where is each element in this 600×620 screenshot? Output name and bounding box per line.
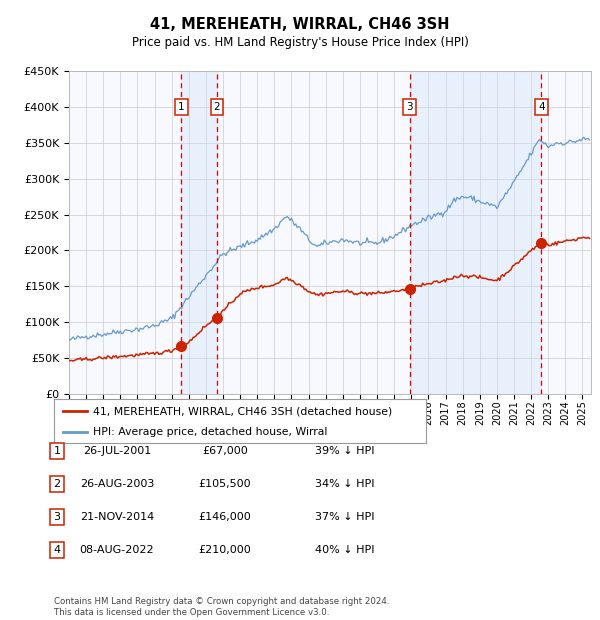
Text: 26-AUG-2003: 26-AUG-2003 [80,479,154,489]
Text: HPI: Average price, detached house, Wirral: HPI: Average price, detached house, Wirr… [93,427,328,437]
Text: £67,000: £67,000 [202,446,248,456]
Text: 4: 4 [538,102,545,112]
Text: 08-AUG-2022: 08-AUG-2022 [80,545,154,555]
Text: 41, MEREHEATH, WIRRAL, CH46 3SH: 41, MEREHEATH, WIRRAL, CH46 3SH [150,17,450,32]
Bar [410,71,541,394]
Text: 3: 3 [53,512,61,522]
Text: Price paid vs. HM Land Registry's House Price Index (HPI): Price paid vs. HM Land Registry's House … [131,36,469,49]
Bar [181,71,217,394]
Text: Contains HM Land Registry data © Crown copyright and database right 2024.: Contains HM Land Registry data © Crown c… [54,597,389,606]
Text: 1: 1 [53,446,61,456]
Text: £210,000: £210,000 [199,545,251,555]
Text: 40% ↓ HPI: 40% ↓ HPI [315,545,374,555]
Text: 26-JUL-2001: 26-JUL-2001 [83,446,151,456]
Text: 34% ↓ HPI: 34% ↓ HPI [315,479,374,489]
Text: 1: 1 [178,102,185,112]
Text: 41, MEREHEATH, WIRRAL, CH46 3SH (detached house): 41, MEREHEATH, WIRRAL, CH46 3SH (detache… [93,406,392,416]
Text: 4: 4 [53,545,61,555]
Text: 37% ↓ HPI: 37% ↓ HPI [315,512,374,522]
Text: 21-NOV-2014: 21-NOV-2014 [80,512,154,522]
Text: £105,500: £105,500 [199,479,251,489]
Text: 2: 2 [214,102,220,112]
Text: 39% ↓ HPI: 39% ↓ HPI [315,446,374,456]
Text: 2: 2 [53,479,61,489]
Text: £146,000: £146,000 [199,512,251,522]
Text: This data is licensed under the Open Government Licence v3.0.: This data is licensed under the Open Gov… [54,608,329,617]
Text: 3: 3 [406,102,413,112]
